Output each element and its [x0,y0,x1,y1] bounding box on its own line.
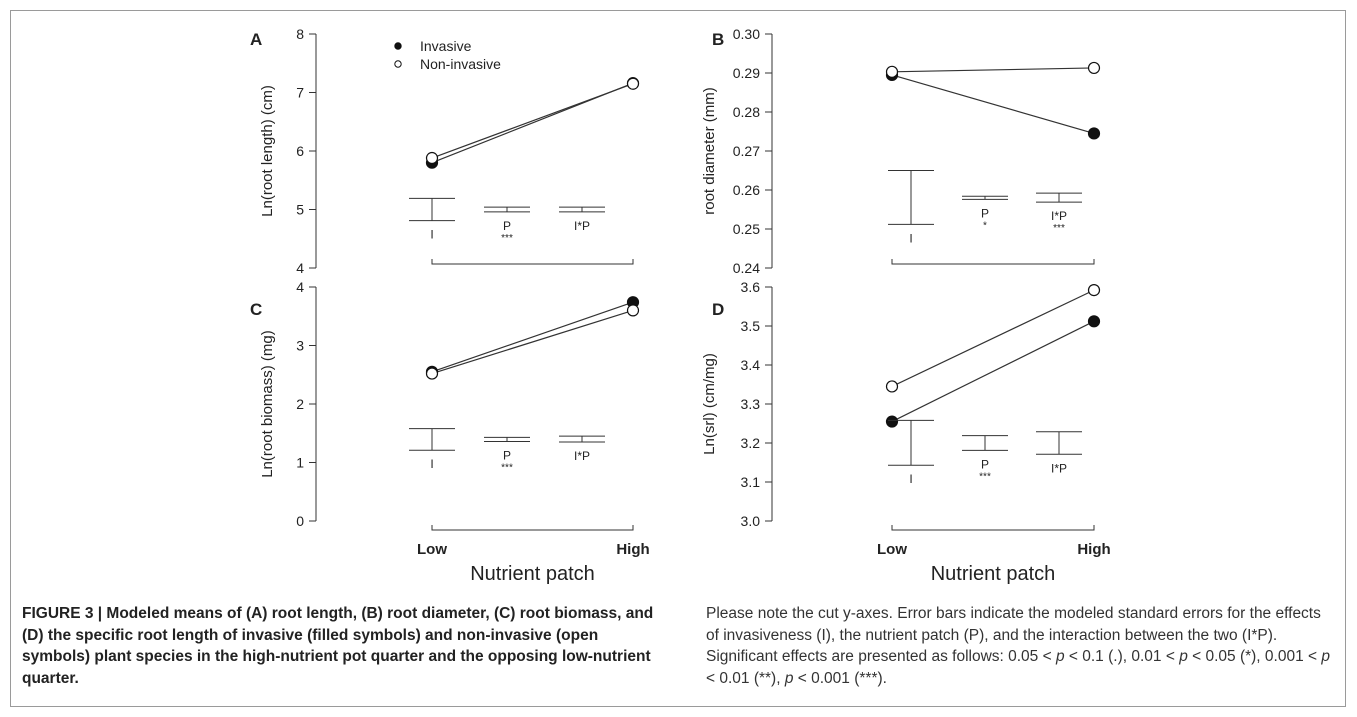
panel-c-letter: C [250,300,262,319]
panel-a-y-tick-label: 4 [296,260,304,276]
panel-d-significance: *** [979,471,991,482]
panel-a-letter: A [250,30,262,49]
panel-c-y-label: Ln(root biomass) (mg) [259,330,276,478]
panel-b-point-non-invasive [885,65,899,78]
panel-c-effect-label: I*P [574,449,590,463]
panel-d-point-non-invasive [885,380,899,393]
panel-d-y-tick-label: 3.3 [741,396,761,412]
panel-c-point-non-invasive [626,304,640,317]
panel-a-effect-label: P [503,219,511,233]
panel-c-y-tick-label: 2 [296,396,304,412]
panel-b-effect-label: I*P [1051,209,1067,223]
panel-c-series-line-invasive [431,301,634,373]
panel-d-y-tick-label: 3.4 [741,357,761,373]
panel-d-x-tick-label: Low [877,541,907,558]
panel-c-y-tick-label: 3 [296,338,304,354]
panel-c-x-label: Nutrient patch [470,563,595,585]
panel-b-y-label: root diameter (mm) [701,87,718,215]
legend-invasive-label: Invasive [420,38,472,54]
panel-d-letter: D [712,300,724,319]
caption-notes: Please note the cut y-axes. Error bars i… [706,605,1330,687]
panel-c-y-tick-label: 1 [296,455,304,471]
panel-d-x-tick-label: High [1077,541,1110,558]
panel-d-point-invasive [885,415,899,428]
panel-d-effect-label: I*P [1051,461,1067,475]
panel-b-series-line-invasive [891,74,1095,135]
panel-b-significance: *** [1053,223,1065,234]
panel-b-letter: B [712,30,724,49]
panel-a-effect-label: I*P [574,219,590,233]
panel-d-y-tick-label: 3.0 [741,513,761,529]
panel-b-y-tick-label: 0.29 [733,65,760,81]
panel-b-series-line-non-invasive [891,67,1095,73]
panel-b-effect-label: I [909,231,912,245]
panel-c-x-axis [431,525,634,531]
panel-d-series-line-non-invasive [891,289,1095,387]
panel-d-y-tick-label: 3.1 [741,474,761,490]
figure-frame [10,10,1346,707]
panel-a-y-tick-label: 8 [296,26,304,42]
panel-b-y-tick-label: 0.27 [733,143,760,159]
panel-a-effect-label: I [430,228,433,242]
panel-c-effect-label: P [503,448,511,462]
panel-a-x-bracket [431,259,634,265]
panel-c-x-tick-label: Low [417,541,447,558]
panel-a-significance: *** [501,233,513,244]
panel-d-point-invasive [1087,315,1101,328]
panel-d-x-label: Nutrient patch [931,563,1056,585]
legend-non-invasive-label: Non-invasive [420,56,501,72]
panel-a-y-tick-label: 6 [296,143,304,159]
panel-a-y-tick-label: 5 [296,202,304,218]
panel-c-y-tick-label: 0 [296,513,304,529]
panel-b-point-invasive [1087,127,1101,140]
panel-b-y-tick-label: 0.24 [733,260,760,276]
panel-d-effect-label: P [981,457,989,471]
panel-b-y-tick-label: 0.30 [733,26,760,42]
panel-b-point-non-invasive [1087,61,1101,75]
panel-d-point-non-invasive [1087,284,1101,297]
panel-a-series-line-non-invasive [431,83,634,159]
panel-b-significance: * [983,220,987,231]
panel-d-y-tick-label: 3.5 [741,318,761,334]
panel-d-effect-label: I [909,472,912,486]
panel-c-series-line-non-invasive [431,309,634,375]
panel-d-y-tick-label: 3.2 [741,435,761,451]
panel-d-y-label: Ln(srl) (cm/mg) [701,353,718,455]
panel-c-y-tick-label: 4 [296,279,304,295]
panel-c-significance: *** [501,462,513,473]
panel-a-point-non-invasive [626,77,640,90]
legend-non-invasive-marker [394,60,402,68]
panel-d-series-line-invasive [891,320,1095,423]
panel-c-effect-label: I [430,457,433,471]
panel-b-effect-label: P [981,206,989,220]
panel-a-y-label: Ln(root length) (cm) [259,85,276,217]
panel-a-point-non-invasive [425,151,439,165]
panel-c-point-non-invasive [425,367,439,380]
panel-b-y-tick-label: 0.26 [733,182,760,198]
panel-b-y-tick-label: 0.25 [733,221,760,237]
panel-b-x-bracket [891,259,1095,265]
panel-a-y-tick-label: 7 [296,85,304,101]
panel-d-x-axis [891,525,1095,531]
panel-b-y-tick-label: 0.28 [733,104,760,120]
panel-d-y-tick-label: 3.6 [741,279,761,295]
panel-c-x-tick-label: High [616,541,649,558]
legend-invasive-marker [394,42,402,50]
caption-title: FIGURE 3 | Modeled means of (A) root len… [22,605,654,687]
